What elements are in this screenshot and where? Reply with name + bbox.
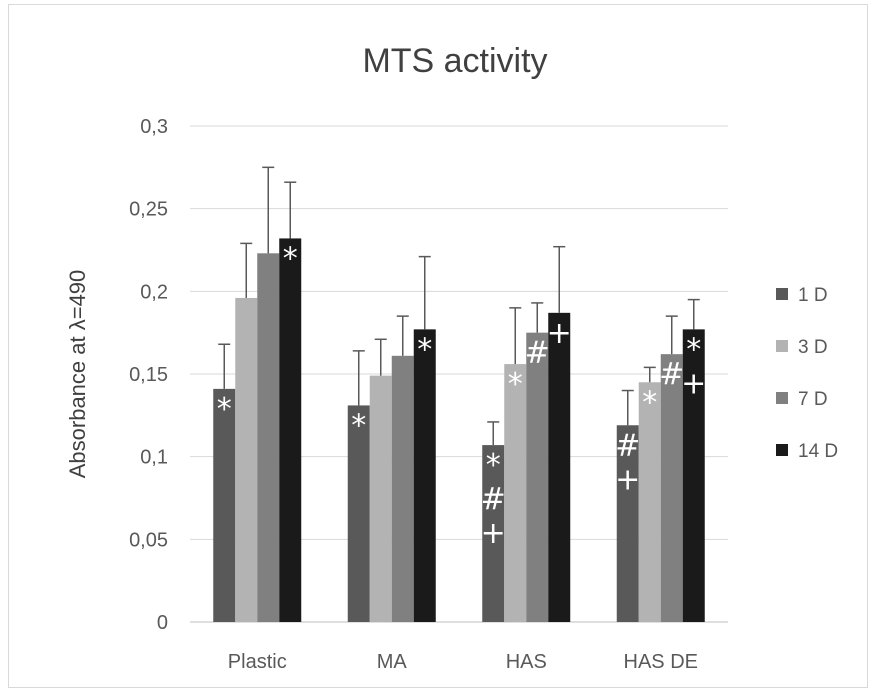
y-axis-title: Absorbance at λ=490 bbox=[65, 270, 90, 479]
bar bbox=[526, 332, 549, 622]
bar bbox=[235, 297, 258, 622]
significance-mark: # bbox=[659, 357, 684, 392]
bar bbox=[638, 382, 661, 622]
legend-label: 3 D bbox=[798, 337, 828, 358]
legend-swatch bbox=[776, 340, 788, 352]
y-tick-label: 0 bbox=[157, 612, 168, 634]
y-tick-label: 0,2 bbox=[140, 281, 168, 303]
significance-mark: * bbox=[283, 241, 298, 276]
bar bbox=[682, 329, 705, 622]
chart-frame bbox=[8, 4, 868, 688]
bar bbox=[279, 238, 302, 622]
significance-mark: * bbox=[217, 392, 232, 427]
significance-mark: # bbox=[615, 428, 640, 463]
bar bbox=[391, 355, 414, 622]
significance-marks: *****#+*#+#+*#*+ bbox=[217, 241, 707, 551]
bar bbox=[369, 375, 392, 622]
bar bbox=[257, 253, 280, 622]
legend-label: 1 D bbox=[798, 285, 828, 306]
legend-label: 7 D bbox=[798, 389, 828, 410]
significance-mark: * bbox=[642, 385, 657, 420]
bar bbox=[213, 388, 236, 622]
x-axis-ticks: Plastic MA HAS HAS DE bbox=[228, 651, 698, 673]
bar bbox=[504, 364, 527, 622]
bar bbox=[347, 405, 370, 622]
legend-swatch bbox=[776, 392, 788, 404]
significance-mark: + bbox=[615, 462, 640, 497]
bar bbox=[548, 312, 571, 622]
y-tick-label: 0,25 bbox=[129, 199, 168, 221]
significance-mark: * bbox=[508, 367, 523, 402]
y-axis-ticks: 0 0,05 0,1 0,15 0,2 0,25 0,3 bbox=[129, 116, 168, 634]
bar bbox=[482, 445, 505, 622]
x-tick-label: MA bbox=[377, 651, 408, 673]
x-tick-label: Plastic bbox=[228, 651, 287, 673]
significance-mark: + bbox=[547, 316, 572, 351]
significance-mark: + bbox=[681, 366, 706, 401]
y-tick-label: 0,15 bbox=[129, 364, 168, 386]
legend: 1 D 3 D 7 D 14 D bbox=[776, 285, 838, 462]
significance-mark: # bbox=[481, 482, 506, 517]
bar bbox=[413, 329, 436, 622]
significance-mark: * bbox=[417, 332, 432, 367]
x-tick-label: HAS DE bbox=[624, 651, 698, 673]
error-bars bbox=[218, 166, 700, 446]
legend-swatch bbox=[776, 444, 788, 456]
significance-mark: * bbox=[351, 408, 366, 443]
y-tick-label: 0,3 bbox=[140, 116, 168, 138]
significance-mark: # bbox=[525, 336, 550, 371]
significance-mark: * bbox=[486, 448, 501, 483]
y-tick-label: 0,05 bbox=[129, 529, 168, 551]
y-tick-label: 0,1 bbox=[140, 447, 168, 469]
bar bbox=[616, 425, 639, 622]
significance-mark: * bbox=[686, 332, 701, 367]
significance-mark: + bbox=[481, 516, 506, 551]
bars bbox=[213, 238, 705, 622]
x-tick-label: HAS bbox=[506, 651, 547, 673]
legend-label: 14 D bbox=[798, 441, 838, 462]
bar bbox=[660, 354, 683, 622]
chart-title: MTS activity bbox=[362, 42, 547, 80]
legend-swatch bbox=[776, 288, 788, 300]
